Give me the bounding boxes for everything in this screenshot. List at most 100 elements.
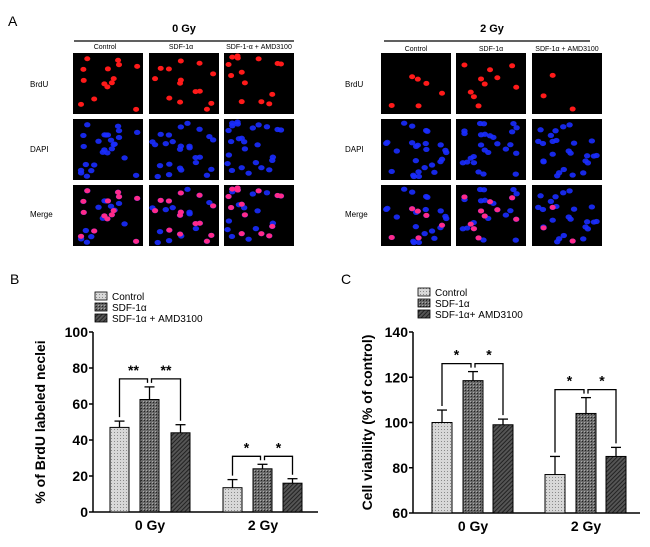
- nucleus-brdu: [234, 53, 241, 59]
- nucleus-brdu: [84, 188, 91, 194]
- nucleus-dapi: [410, 239, 418, 246]
- nucleus-brdu: [229, 186, 236, 192]
- nucleus-dapi: [560, 190, 567, 196]
- significance-bracket: [441, 362, 472, 407]
- y-tick-label: 0: [80, 504, 88, 520]
- row-label-dapi-2gy: DAPI: [345, 145, 364, 154]
- nucleus-dapi: [412, 158, 420, 164]
- nucleus-dapi: [470, 160, 478, 166]
- nucleus-brdu: [266, 101, 273, 107]
- y-tick-label: 100: [385, 415, 409, 431]
- nucleus-brdu: [415, 103, 422, 109]
- micrograph-2gy-merge-1: [456, 185, 526, 246]
- nucleus-brdu: [487, 199, 494, 205]
- nucleus-brdu: [255, 188, 262, 194]
- nucleus-brdu: [208, 232, 215, 238]
- nucleus-dapi: [95, 204, 102, 210]
- nucleus-dapi: [400, 120, 408, 126]
- nucleus-dapi: [240, 139, 248, 145]
- nucleus-dapi: [507, 142, 514, 148]
- nucleus-dapi: [415, 239, 423, 246]
- nucleus-dapi: [133, 129, 141, 136]
- nucleus-dapi: [203, 172, 211, 178]
- nucleus-dapi: [547, 132, 555, 139]
- nucleus-dapi: [206, 199, 213, 206]
- nucleus-brdu: [210, 203, 217, 209]
- group-title-0gy: 0 Gy: [172, 23, 197, 35]
- significance-label: *: [599, 373, 605, 389]
- nucleus-dapi: [477, 142, 485, 148]
- nucleus-dapi: [82, 227, 90, 234]
- nucleus-dapi: [121, 155, 128, 161]
- nucleus-dapi: [115, 134, 123, 141]
- nucleus-brdu: [177, 99, 184, 105]
- nucleus-dapi: [547, 198, 555, 205]
- nucleus-brdu: [166, 227, 173, 233]
- nucleus-brdu: [238, 69, 245, 75]
- nucleus-dapi: [539, 140, 547, 147]
- nucleus-brdu: [177, 190, 184, 196]
- nucleus-dapi: [224, 226, 231, 233]
- nucleus-dapi: [165, 132, 173, 138]
- nucleus-dapi: [84, 122, 91, 128]
- nucleus-dapi: [132, 172, 140, 178]
- nucleus-dapi: [566, 122, 573, 128]
- nucleus-brdu: [255, 56, 262, 62]
- nucleus-dapi: [388, 168, 395, 175]
- nucleus-brdu: [133, 238, 140, 244]
- nucleus-dapi: [584, 226, 592, 232]
- row-label-brdu-0gy: BrdU: [30, 80, 48, 89]
- nucleus-brdu: [509, 195, 516, 201]
- significance-label: **: [128, 362, 139, 378]
- nucleus-dapi: [229, 123, 236, 129]
- bar-2-0: [170, 432, 191, 513]
- nucleus-brdu: [461, 194, 468, 200]
- nucleus-brdu: [423, 212, 430, 218]
- significance-label: *: [454, 347, 460, 363]
- nucleus-brdu: [225, 193, 232, 199]
- nucleus-dapi: [192, 159, 200, 166]
- nucleus-dapi: [583, 153, 591, 159]
- nucleus-dapi: [184, 186, 191, 192]
- legend-label-0: Control: [112, 292, 144, 303]
- panel-c-letter: C: [341, 271, 351, 287]
- nucleus-brdu: [134, 63, 141, 69]
- nucleus-dapi: [569, 172, 576, 178]
- nucleus-dapi: [88, 168, 95, 174]
- nucleus-dapi: [99, 149, 107, 155]
- legend-swatch-2: [417, 309, 431, 319]
- significance-bracket: [118, 378, 149, 418]
- nucleus-brdu: [569, 106, 576, 112]
- nucleus-dapi: [537, 127, 544, 133]
- nucleus-dapi: [169, 139, 176, 145]
- nucleus-brdu: [134, 195, 141, 201]
- nucleus-brdu: [423, 80, 430, 86]
- nucleus-dapi: [115, 200, 123, 207]
- micrograph-background: [73, 185, 143, 246]
- nucleus-brdu: [238, 99, 245, 105]
- nucleus-dapi: [80, 143, 87, 150]
- nucleus-brdu: [152, 76, 159, 82]
- nucleus-dapi: [570, 140, 578, 146]
- nucleus-dapi: [442, 147, 449, 153]
- x-tick-label: 0 Gy: [135, 517, 166, 533]
- micrograph-2gy-dapi-0: [381, 119, 451, 180]
- nucleus-dapi: [424, 128, 431, 134]
- nucleus-brdu: [165, 66, 172, 72]
- nucleus-dapi: [480, 121, 488, 127]
- nucleus-dapi: [570, 206, 578, 212]
- nucleus-brdu: [409, 206, 416, 212]
- nucleus-dapi: [539, 206, 547, 213]
- nucleus-dapi: [437, 208, 444, 214]
- bar-0-1: [544, 474, 566, 514]
- nucleus-brdu: [116, 62, 123, 68]
- nucleus-dapi: [107, 203, 115, 209]
- bar-0-0: [109, 426, 130, 513]
- nucleus-brdu: [274, 61, 281, 67]
- significance-bracket: [474, 362, 504, 416]
- nucleus-dapi: [107, 137, 115, 143]
- nucleus-brdu: [388, 102, 395, 108]
- y-tick-label: 80: [72, 360, 88, 376]
- nucleus-dapi: [254, 208, 261, 214]
- y-tick-label: 40: [72, 432, 88, 448]
